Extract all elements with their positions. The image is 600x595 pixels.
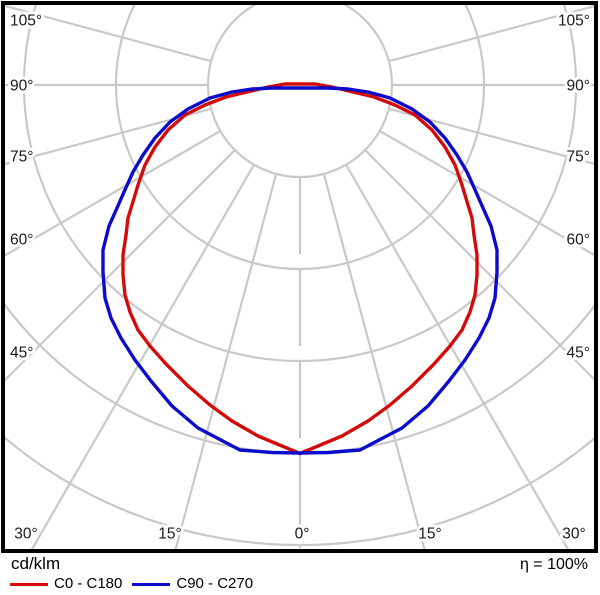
angle-label: 45° — [10, 345, 33, 362]
grid-spoke — [5, 130, 221, 257]
legend-label-c90-c270: C90 - C270 — [176, 575, 254, 592]
angle-label: 105° — [10, 13, 42, 30]
angle-label: 30° — [562, 526, 585, 543]
angle-label: 0° — [295, 526, 310, 543]
angle-label: 15° — [158, 526, 181, 543]
angle-label: 90° — [10, 78, 33, 95]
grid-spoke — [174, 173, 278, 549]
angle-label: 45° — [567, 345, 590, 362]
angle-label: 75° — [10, 149, 33, 166]
grid-spoke — [5, 5, 212, 63]
angle-label: 105° — [558, 13, 590, 30]
radial-units-label: cd/klm — [11, 554, 61, 573]
grid-spoke — [364, 149, 594, 381]
angle-label: 60° — [10, 232, 33, 249]
grid-spoke — [5, 149, 236, 382]
grid-spoke — [379, 130, 594, 257]
legend-item-c0-c180: C0 - C180 — [10, 575, 122, 593]
legend-label-c0-c180: C0 - C180 — [54, 575, 123, 592]
grid-spoke — [30, 164, 255, 549]
curve-c90-c270 — [101, 86, 499, 455]
legend-item-c90-c270: C90 - C270 — [132, 575, 253, 593]
grid-spoke — [388, 5, 594, 63]
grid-spoke — [345, 164, 570, 549]
grid-spoke — [322, 173, 426, 549]
angle-label: 15° — [418, 526, 441, 543]
angle-label: 75° — [567, 149, 590, 166]
angle-label: 60° — [567, 232, 590, 249]
legend-swatch-blue-line — [132, 582, 171, 586]
angle-label: 90° — [567, 78, 590, 95]
grid-spoke — [5, 107, 212, 166]
grid-spoke — [388, 107, 594, 165]
legend-swatch-red-line — [10, 582, 48, 586]
angle-label: 30° — [14, 526, 37, 543]
light-output-ratio-label: η = 100% — [519, 556, 588, 573]
legend: C0 - C180 C90 - C270 — [10, 575, 590, 593]
diagram-frame — [1, 1, 598, 553]
